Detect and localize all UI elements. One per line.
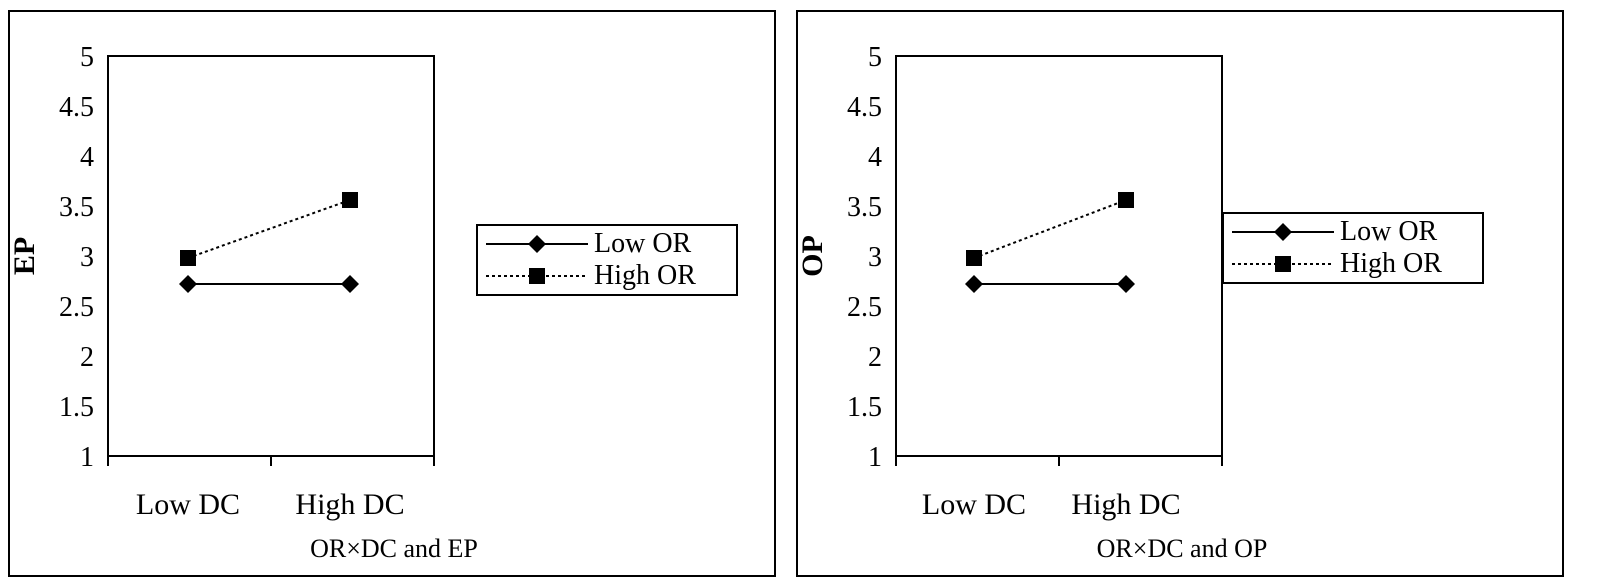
diamond-marker-icon <box>1274 223 1292 241</box>
y-tick-label: 3 <box>80 242 94 273</box>
x-tick-label: High DC <box>1071 488 1180 521</box>
y-tick-label: 4.5 <box>847 92 882 123</box>
legend-item-high-or: High OR <box>484 260 734 292</box>
legend: Low OR High OR <box>476 224 738 296</box>
y-tick-label: 5 <box>868 42 882 73</box>
legend-swatch-low-or <box>486 235 588 253</box>
y-axis-title: EP <box>10 237 41 275</box>
square-marker-icon <box>1275 256 1291 272</box>
y-tick-label: 1 <box>80 442 94 473</box>
y-tick-label: 2.5 <box>847 292 882 323</box>
y-tick-label: 4 <box>868 142 882 173</box>
legend-label: Low OR <box>594 228 692 259</box>
series-line-high-or <box>973 199 1127 259</box>
chart-panel-op: 1 1.5 2 2.5 3 3.5 4 4.5 5 OP Low DC High DC Low OR … <box>796 10 1564 577</box>
y-tick-label: 4.5 <box>59 92 94 123</box>
series-line-high-or <box>187 199 351 259</box>
legend-label: High OR <box>1340 248 1442 279</box>
y-tick-label: 1.5 <box>847 392 882 423</box>
y-tick-label: 1 <box>868 442 882 473</box>
x-tick-label: High DC <box>295 488 404 521</box>
plot-area <box>895 55 1223 457</box>
legend-label: High OR <box>594 260 696 291</box>
legend-item-high-or: High OR <box>1230 248 1480 280</box>
data-point-square <box>1118 192 1134 208</box>
y-tick-label: 5 <box>80 42 94 73</box>
data-point-square <box>966 250 982 266</box>
y-axis-title: OP <box>798 235 829 277</box>
data-point-diamond <box>965 275 983 293</box>
plot-area <box>107 55 435 457</box>
y-tick-label: 4 <box>80 142 94 173</box>
data-point-square <box>180 250 196 266</box>
diamond-marker-icon <box>528 235 546 253</box>
y-tick-label: 2 <box>868 342 882 373</box>
chart-caption: OR×DC and EP <box>310 534 478 563</box>
square-marker-icon <box>529 268 545 284</box>
y-tick-label: 2 <box>80 342 94 373</box>
y-tick-label: 2.5 <box>59 292 94 323</box>
legend-item-low-or: Low OR <box>1230 216 1480 248</box>
y-tick-label: 1.5 <box>59 392 94 423</box>
data-point-diamond <box>179 275 197 293</box>
legend-item-low-or: Low OR <box>484 228 734 260</box>
legend-swatch-low-or <box>1232 223 1334 241</box>
legend: Low OR High OR <box>1222 212 1484 284</box>
chart-caption: OR×DC and OP <box>1096 534 1268 563</box>
y-tick-label: 3.5 <box>847 192 882 223</box>
chart-panel-ep: 1 1.5 2 2.5 3 3.5 4 4.5 5 EP Low DC High DC Low OR … <box>8 10 776 577</box>
legend-label: Low OR <box>1340 216 1438 247</box>
x-tick-label: Low DC <box>136 488 240 521</box>
chart-svg-op: 1 1.5 2 2.5 3 3.5 4 4.5 5 OP Low DC High DC <box>798 42 1223 521</box>
x-tick-label: Low DC <box>922 488 1026 521</box>
data-point-diamond <box>1117 275 1135 293</box>
y-tick-label: 3.5 <box>59 192 94 223</box>
legend-swatch-high-or <box>486 268 588 284</box>
legend-swatch-high-or <box>1232 256 1334 272</box>
chart-svg-ep: 1 1.5 2 2.5 3 3.5 4 4.5 5 EP Low DC High DC <box>10 42 435 521</box>
y-tick-label: 3 <box>868 242 882 273</box>
data-point-square <box>342 192 358 208</box>
data-point-diamond <box>341 275 359 293</box>
